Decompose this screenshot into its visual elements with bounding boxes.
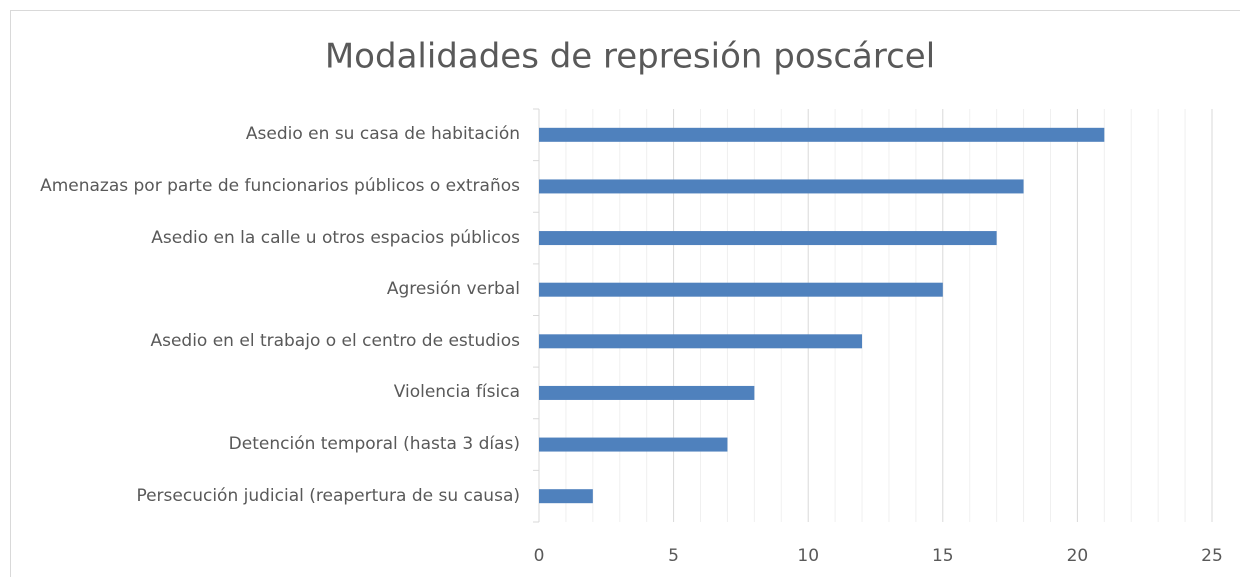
x-tick-label: 15	[932, 546, 954, 566]
x-tick-label: 5	[668, 546, 679, 566]
y-tick-label: Persecución judicial (reapertura de su c…	[136, 485, 520, 506]
y-tick-label: Asedio en el trabajo o el centro de estu…	[150, 330, 520, 351]
x-tick-label: 10	[797, 546, 819, 566]
y-tick-label: Agresión verbal	[386, 279, 520, 300]
y-tick-label: Amenazas por parte de funcionarios públi…	[40, 175, 520, 196]
category-label-box: Asedio en la calle u otros espacios públ…	[20, 213, 520, 263]
x-tick-label: 20	[1067, 546, 1089, 566]
bar	[539, 179, 1024, 194]
category-label-box: Detención temporal (hasta 3 días)	[20, 420, 520, 470]
bar	[539, 334, 863, 349]
category-label-box: Asedio en su casa de habitación	[20, 110, 520, 160]
bar	[539, 437, 728, 452]
bar	[539, 489, 593, 504]
x-tick-label: 25	[1201, 546, 1223, 566]
bar	[539, 282, 943, 297]
bar	[539, 127, 1105, 142]
x-tick-label: 0	[534, 546, 545, 566]
y-tick-label: Asedio en su casa de habitación	[245, 124, 520, 145]
category-label-box: Agresión verbal	[20, 265, 520, 315]
category-label-box: Violencia física	[20, 368, 520, 418]
category-label-box: Asedio en el trabajo o el centro de estu…	[20, 316, 520, 366]
chart-title: Modalidades de represión poscárcel	[325, 37, 935, 77]
y-tick-label: Violencia física	[393, 382, 520, 403]
y-tick-label: Asedio en la calle u otros espacios públ…	[151, 227, 520, 248]
category-label-box: Persecución judicial (reapertura de su c…	[20, 471, 520, 521]
category-label-box: Amenazas por parte de funcionarios públi…	[20, 161, 520, 211]
bar	[539, 385, 755, 400]
y-tick-label: Detención temporal (hasta 3 días)	[228, 434, 520, 455]
chart-border	[10, 10, 1240, 577]
bar	[539, 231, 997, 246]
